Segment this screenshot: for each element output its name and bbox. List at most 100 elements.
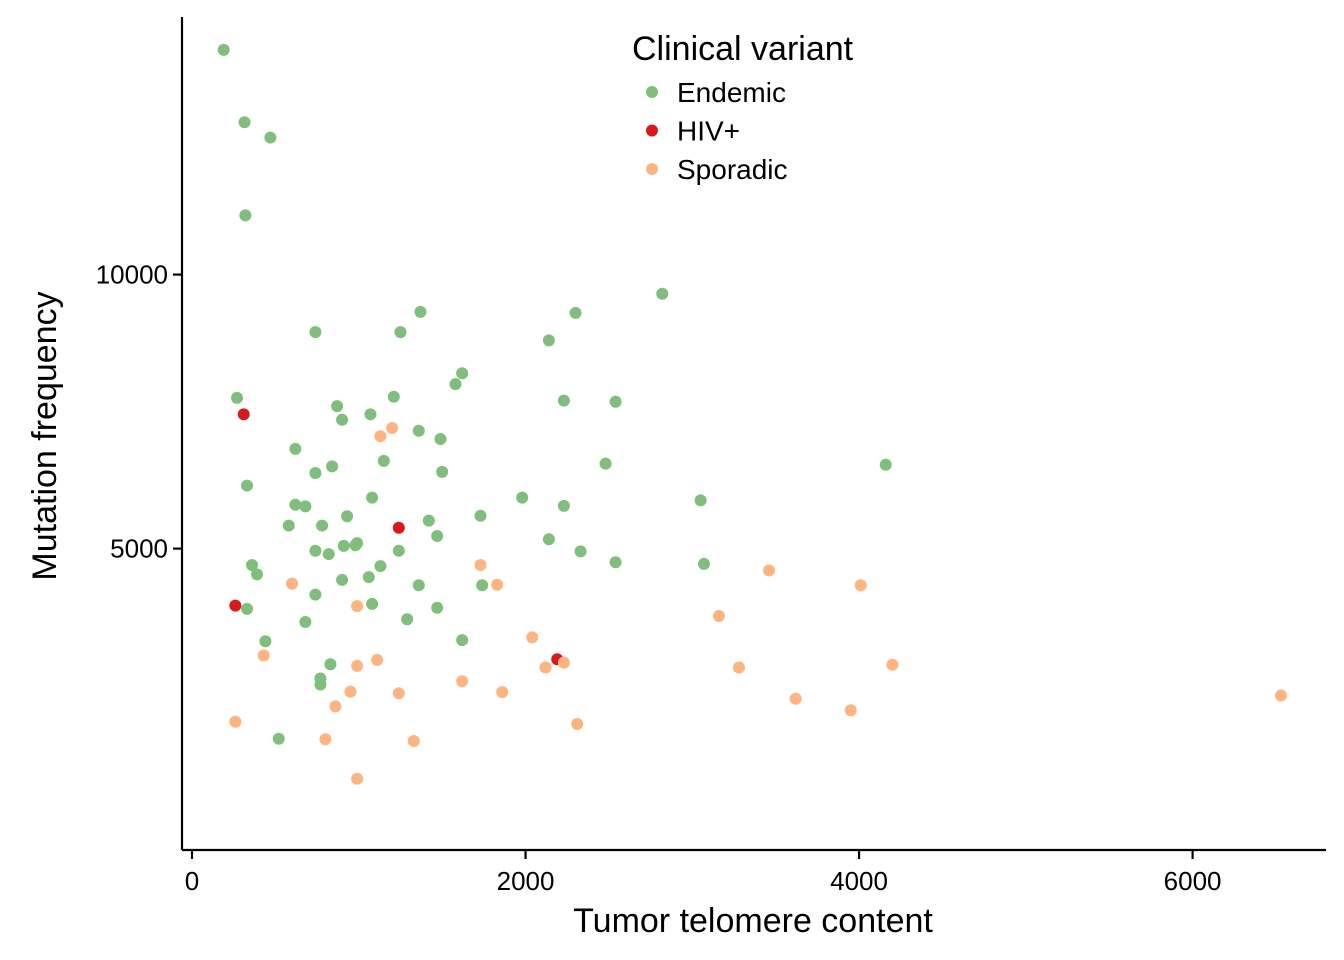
x-tick-label: 6000 (1164, 866, 1222, 896)
data-point-endemic (251, 568, 264, 581)
data-point-sporadic (763, 564, 776, 577)
data-point-endemic (259, 635, 272, 648)
data-point-sporadic (374, 430, 387, 443)
legend-label: HIV+ (677, 116, 740, 147)
legend-key (646, 124, 658, 137)
data-point-endemic (239, 209, 252, 222)
data-point-endemic (879, 458, 892, 471)
data-point-endemic (238, 116, 251, 129)
data-point-sporadic (539, 661, 552, 674)
data-point-endemic (449, 378, 462, 391)
data-point-endemic (316, 519, 329, 532)
y-axis-ticks: 5000 10000 (96, 260, 182, 564)
data-point-endemic (246, 559, 259, 572)
data-point-sporadic (229, 715, 242, 728)
y-axis-title: Mutation frequency (26, 291, 64, 580)
data-point-endemic (309, 466, 322, 479)
data-point-endemic (366, 491, 379, 504)
legend-label: Sporadic (677, 154, 788, 185)
data-point-endemic (609, 556, 622, 569)
data-points (217, 43, 1287, 785)
data-point-sporadic (789, 692, 802, 705)
data-point-endemic (231, 391, 244, 404)
data-point-endemic (289, 498, 302, 511)
data-point-endemic (394, 326, 407, 339)
data-point-endemic (374, 560, 387, 573)
data-point-sporadic (371, 653, 384, 666)
data-point-sporadic (319, 733, 332, 746)
data-point-endemic (456, 634, 469, 647)
data-point-endemic (241, 479, 254, 492)
legend-title: Clinical variant (632, 30, 854, 68)
data-point-endemic (656, 287, 669, 300)
data-point-endemic (387, 390, 400, 403)
data-point-endemic (337, 539, 350, 552)
data-point-endemic (309, 544, 322, 557)
data-point-endemic (476, 579, 489, 592)
data-point-endemic (282, 519, 295, 532)
data-point-endemic (434, 432, 447, 445)
data-point-endemic (436, 465, 449, 478)
data-point-sporadic (1274, 689, 1287, 702)
data-point-endemic (516, 491, 529, 504)
data-point-endemic (336, 573, 349, 586)
data-point-sporadic (351, 659, 364, 672)
data-point-endemic (431, 601, 444, 614)
data-point-endemic (299, 616, 312, 629)
data-point-sporadic (456, 675, 469, 688)
data-point-sporadic (557, 656, 570, 669)
y-tick-label: 10000 (96, 260, 168, 290)
data-point-endemic (324, 658, 337, 671)
data-point-sporadic (844, 704, 857, 717)
data-point-endemic (272, 732, 285, 745)
data-point-endemic (401, 613, 414, 626)
data-point-endemic (309, 588, 322, 601)
data-point-sporadic (257, 649, 270, 662)
data-point-endemic (412, 579, 425, 592)
data-point-sporadic (386, 422, 399, 435)
data-point-endemic (314, 678, 327, 691)
data-point-sporadic (491, 578, 504, 591)
data-point-hiv (229, 599, 242, 612)
data-point-endemic (412, 424, 425, 437)
data-point-endemic (431, 529, 444, 542)
data-point-endemic (299, 500, 312, 513)
data-point-hiv (237, 408, 250, 421)
x-axis-title: Tumor telomere content (573, 902, 933, 940)
data-point-endemic (326, 460, 339, 473)
data-point-endemic (574, 545, 587, 558)
data-point-endemic (289, 442, 302, 455)
legend-items: Endemic HIV+ Sporadic (646, 77, 788, 185)
data-point-sporadic (392, 687, 405, 700)
data-point-endemic (351, 537, 364, 550)
data-point-endemic (414, 305, 427, 318)
data-point-sporadic (712, 609, 725, 622)
legend-key (646, 163, 658, 175)
x-tick-label: 4000 (830, 866, 888, 896)
data-point-sporadic (286, 577, 299, 590)
data-point-endemic (542, 334, 555, 347)
data-point-endemic (392, 544, 405, 557)
data-point-endemic (422, 514, 435, 527)
data-point-endemic (474, 509, 487, 522)
data-point-sporadic (407, 734, 420, 747)
data-point-sporadic (351, 600, 364, 613)
data-point-endemic (569, 306, 582, 319)
data-point-endemic (599, 457, 612, 470)
data-point-endemic (322, 548, 335, 561)
data-point-sporadic (329, 700, 342, 713)
data-point-endemic (697, 557, 710, 570)
x-tick-label: 0 (185, 866, 199, 896)
data-point-endemic (217, 43, 230, 56)
data-point-sporadic (854, 579, 867, 592)
data-point-sporadic (571, 717, 584, 730)
data-point-endemic (341, 510, 354, 523)
data-point-sporadic (732, 661, 745, 674)
data-point-endemic (377, 454, 390, 467)
y-tick-label: 5000 (110, 534, 168, 564)
x-tick-label: 2000 (497, 866, 555, 896)
legend-label: Endemic (677, 77, 786, 108)
data-point-endemic (264, 131, 277, 144)
legend-key (646, 86, 658, 98)
